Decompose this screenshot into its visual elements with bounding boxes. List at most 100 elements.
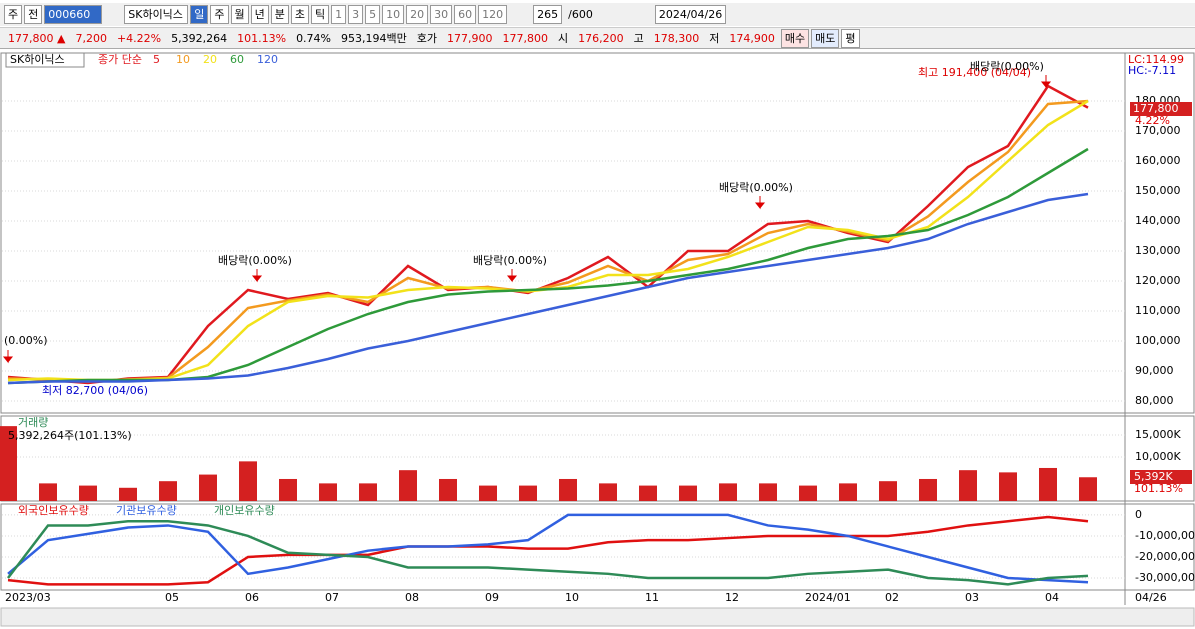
- dividend-arrow: [754, 196, 766, 210]
- series-line: [7, 519, 1089, 586]
- volume-bar: [999, 472, 1017, 501]
- y-tick-label: -30,000,000: [1135, 571, 1195, 584]
- x-tick-label: 09: [485, 591, 499, 604]
- annotation: 5,392K: [1134, 470, 1173, 483]
- interval-button[interactable]: 5: [365, 5, 381, 24]
- annotation: 배당락(0.00%): [473, 254, 547, 267]
- y-tick-label: 10,000K: [1135, 450, 1181, 463]
- volume-bar: [879, 481, 897, 501]
- annotation: 최고 191,400 (04/04): [918, 66, 1031, 79]
- x-tick-label: 05: [165, 591, 179, 604]
- legend-entry: 개인보유수량: [214, 504, 275, 517]
- interval-button[interactable]: 60: [454, 5, 477, 24]
- y-tick-label: -20,000,000: [1135, 550, 1195, 563]
- period-button[interactable]: 주: [210, 5, 229, 24]
- prefix-button[interactable]: 전: [24, 5, 43, 24]
- quote-turnover: 0.74%: [296, 31, 332, 45]
- volume-bar: [959, 470, 977, 501]
- x-tick-label: 2024/01: [805, 591, 851, 604]
- period-button[interactable]: 년: [250, 5, 269, 24]
- interval-button[interactable]: 120: [478, 5, 508, 24]
- stock-name[interactable]: SK하이닉스: [124, 5, 189, 24]
- series-line: [7, 99, 1089, 383]
- y-tick-label: 80,000: [1135, 394, 1174, 407]
- y-tick-label: 110,000: [1135, 304, 1181, 317]
- quote-price: 177,800 ▲: [8, 31, 66, 45]
- annotation: LC:114.99: [1128, 53, 1184, 66]
- volume-bar: [559, 478, 577, 501]
- interval-button[interactable]: 3: [348, 5, 364, 24]
- toolbar: 주 전 000660 SK하이닉스 일 주 월 년 분 초 틱 1 3 5 10 20 30 60 120 265/6…: [0, 3, 1195, 26]
- period-button[interactable]: 틱: [311, 5, 330, 24]
- y-tick-label: 140,000: [1135, 214, 1181, 227]
- annotation: 배당락(0.00%): [719, 181, 793, 194]
- volume-bar: [519, 485, 537, 501]
- annotation: HC:-7.11: [1128, 64, 1176, 77]
- period-button[interactable]: 초: [290, 5, 309, 24]
- x-tick-label: 07: [325, 591, 339, 604]
- volume-bar: [799, 485, 817, 501]
- x-tick-label: 06: [245, 591, 259, 604]
- last-date: 04/26: [1135, 591, 1167, 604]
- buy-button[interactable]: 매수: [780, 28, 810, 48]
- annotation: 최저 82,700 (04/06): [42, 384, 148, 397]
- series-line: [7, 84, 1089, 385]
- sell-button[interactable]: 매도: [811, 28, 840, 48]
- y-tick-label: 120,000: [1135, 274, 1181, 287]
- count-input[interactable]: 265: [533, 5, 563, 24]
- x-tick-label: 10: [565, 591, 579, 604]
- period-button[interactable]: 분: [270, 5, 289, 24]
- avg-button[interactable]: 평: [841, 28, 860, 48]
- volume-bar: [399, 470, 417, 501]
- legend-entry: 20: [203, 53, 217, 66]
- chart-title: SK하이닉스: [10, 52, 65, 66]
- title-box: [5, 52, 85, 68]
- quote-change: 7,200: [75, 31, 107, 45]
- period-button[interactable]: 일: [190, 5, 209, 24]
- volume-bar: [159, 481, 177, 501]
- dividend-arrow: [1040, 75, 1052, 89]
- quote-open-label: 시: [558, 32, 569, 45]
- quote-volume: 5,392,264: [171, 31, 228, 45]
- annotation: 4.22%: [1135, 114, 1170, 127]
- series-line: [7, 147, 1089, 385]
- x-tick-label: 11: [645, 591, 659, 604]
- dividend-arrow: [506, 269, 518, 283]
- quote-low-label: 저: [709, 32, 720, 45]
- y-tick-label: 150,000: [1135, 184, 1181, 197]
- y-tick-label: 0: [1135, 508, 1142, 521]
- volume-bar: [39, 483, 57, 501]
- dividend-arrow: [2, 350, 14, 364]
- quote-low: 174,900: [729, 31, 775, 45]
- interval-button[interactable]: 20: [406, 5, 429, 24]
- annotation: (0.00%): [4, 334, 48, 347]
- price-tag: [1130, 102, 1192, 116]
- panel-frame: [0, 503, 1195, 591]
- market-select[interactable]: 주: [4, 5, 23, 24]
- annotation: 5,392,264주(101.13%): [8, 429, 132, 442]
- quote-bid-label: 호가: [416, 32, 437, 45]
- dividend-arrow: [251, 269, 263, 283]
- volume-bar: [479, 485, 497, 501]
- interval-button[interactable]: 1: [331, 5, 347, 24]
- volume-title: 거래량: [18, 416, 48, 429]
- volume-bar: [119, 487, 137, 501]
- interval-button[interactable]: 10: [382, 5, 405, 24]
- volume-bar: [919, 478, 937, 501]
- volume-bar: [839, 483, 857, 501]
- volume-bar: [239, 461, 257, 501]
- date-input[interactable]: 2024/04/26: [654, 5, 727, 24]
- y-tick-label: -10,000,000: [1135, 529, 1195, 542]
- quote-bid: 177,800: [502, 31, 549, 45]
- code-input[interactable]: 000660: [44, 5, 103, 24]
- interval-button[interactable]: 30: [430, 5, 453, 24]
- period-button[interactable]: 월: [230, 5, 249, 24]
- quote-bar: 177,800 ▲ 7,200 +4.22% 5,392,264 101.13% 0.74…: [0, 27, 1195, 49]
- volume-bar: [639, 485, 657, 501]
- volume-bar: [279, 478, 297, 501]
- panel-frame: [0, 52, 1195, 414]
- annotation: 배당락(0.00%): [970, 60, 1044, 73]
- volume-bar: [719, 483, 737, 501]
